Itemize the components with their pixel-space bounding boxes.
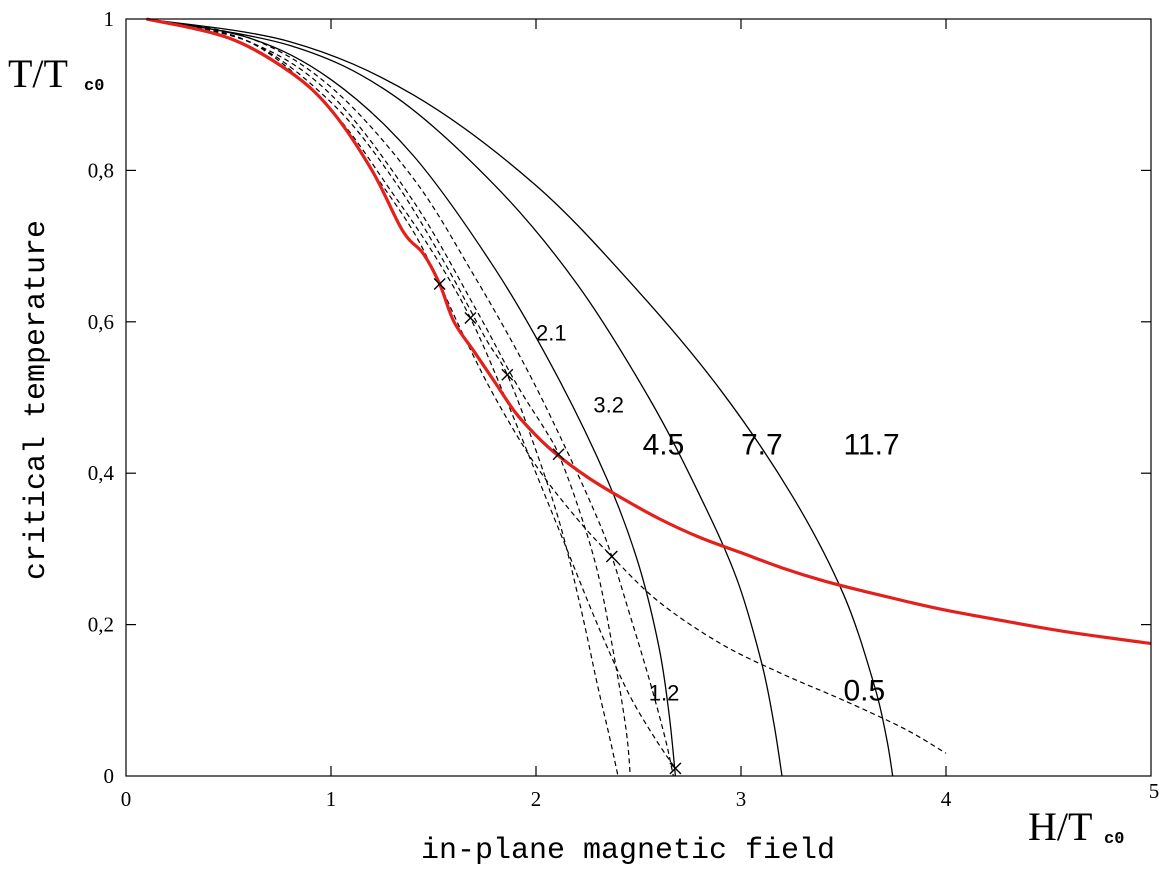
x-unit-sub: c0 — [1104, 830, 1124, 849]
curve-label: 3.2 — [593, 393, 624, 418]
curve-label: 4.5 — [643, 428, 685, 461]
y-unit-label: T/T c0 — [8, 51, 104, 96]
x-unit-label: H/T c0 — [1028, 804, 1124, 849]
curve-label: 2.1 — [536, 321, 567, 346]
y-tick-label: 0,4 — [88, 461, 115, 485]
series-line-7-7 — [146, 18, 783, 777]
ticks-layer: 0 1 2 3 4 5 0 0,2 0,4 0,6 0,8 1 — [88, 7, 1160, 811]
series-line-11-7 — [146, 18, 894, 777]
y-axis-title: critical temperature — [20, 220, 54, 580]
x-unit-main: H/T — [1028, 804, 1092, 849]
x-tick-label: 5 — [1149, 779, 1160, 803]
y-tick-label: 0,6 — [88, 310, 114, 334]
markers-layer — [433, 277, 682, 775]
series-line-4-5 — [146, 18, 677, 777]
curve-label: 1.2 — [649, 680, 680, 705]
series-line-unlabeled-3 — [146, 18, 619, 777]
cross-marker — [669, 762, 682, 775]
series-line-2-1 — [146, 18, 631, 777]
series-line-0-5 — [146, 18, 947, 754]
x-tick-label: 3 — [736, 787, 747, 811]
y-tick-label: 0 — [104, 764, 115, 788]
y-tick-label: 1 — [104, 7, 115, 31]
plot-frame — [125, 18, 1152, 777]
x-tick-label: 2 — [531, 787, 542, 811]
x-tick-label: 0 — [121, 787, 132, 811]
x-axis-title: in-plane magnetic field — [421, 834, 835, 868]
cross-marker — [501, 368, 514, 381]
x-tick-label: 1 — [326, 787, 337, 811]
y-tick-label: 0,2 — [88, 613, 114, 637]
series-line-3-2 — [146, 18, 674, 777]
x-tick-label: 4 — [941, 787, 952, 811]
series-line-red — [146, 17, 1152, 646]
y-unit-sub: c0 — [84, 77, 104, 96]
cross-marker — [605, 550, 618, 563]
cross-marker — [464, 312, 477, 325]
y-unit-main: T/T — [8, 51, 68, 96]
curves-layer — [146, 17, 1152, 777]
curve-labels-layer: 2.1 3.2 4.5 7.7 11.7 1.2 0.5 — [536, 321, 900, 708]
cross-marker — [433, 277, 446, 290]
curve-label: 7.7 — [741, 428, 783, 461]
curve-label: 0.5 — [844, 674, 886, 707]
cross-marker — [552, 448, 565, 461]
curve-label: 11.7 — [844, 428, 900, 461]
y-tick-label: 0,8 — [88, 158, 114, 182]
